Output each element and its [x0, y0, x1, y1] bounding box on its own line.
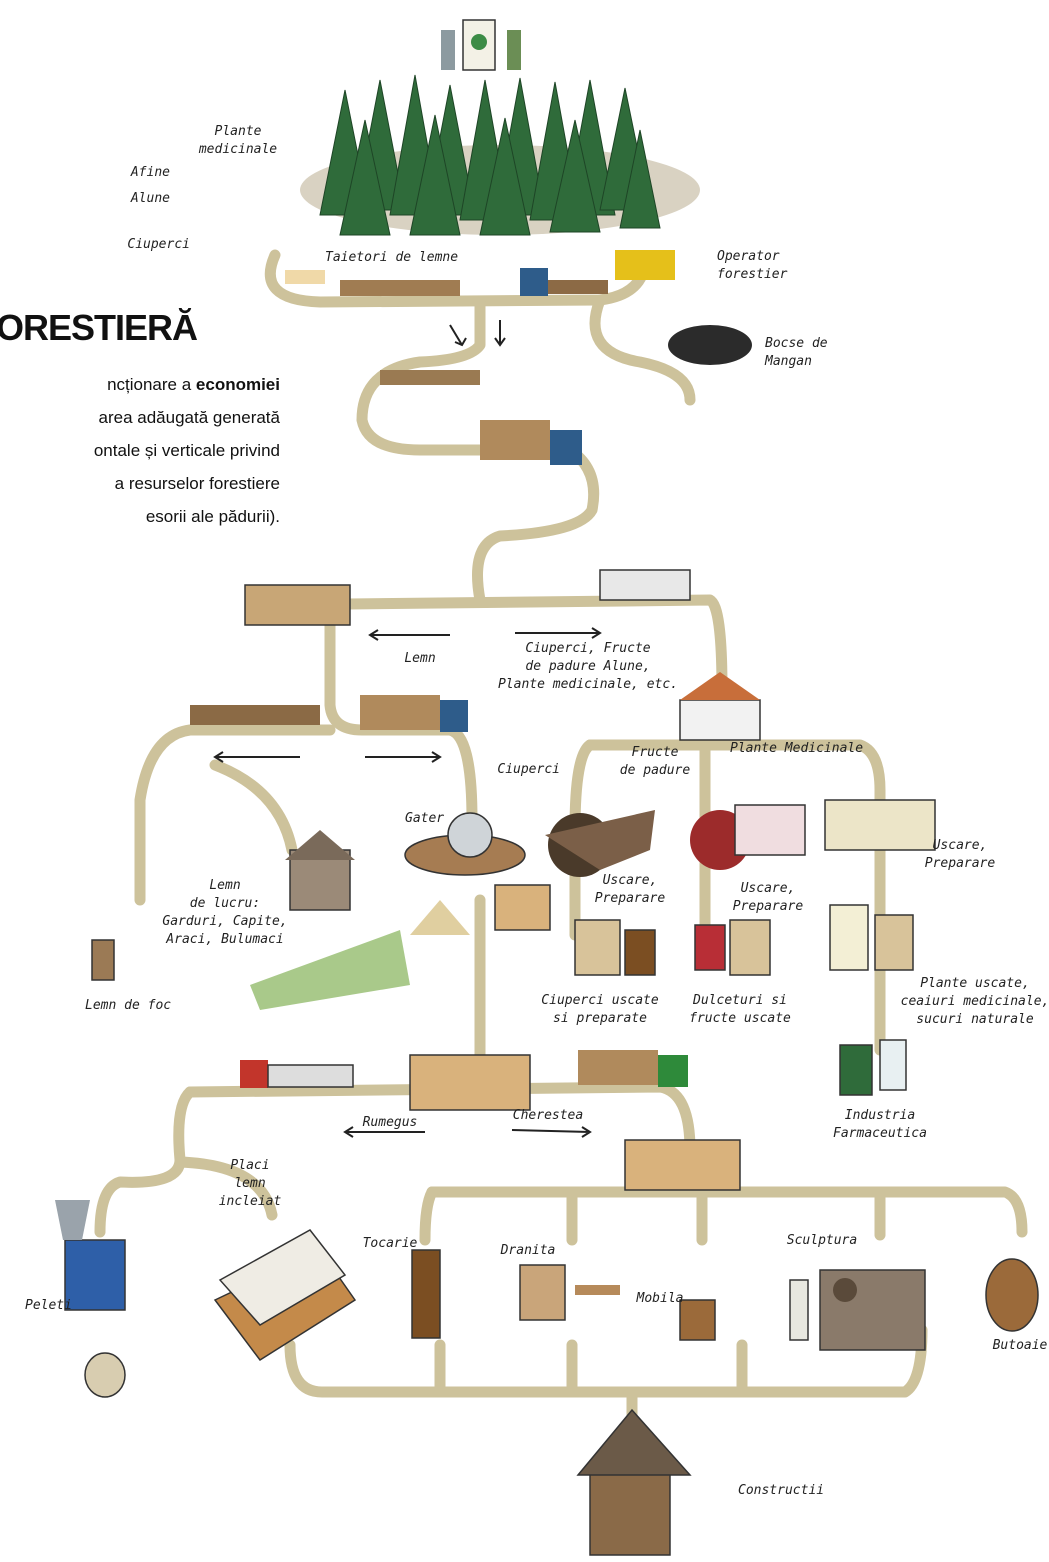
label: incleiat	[219, 1194, 282, 1209]
label: Alune	[130, 191, 170, 206]
intro-text: ncționare a	[107, 375, 196, 394]
label: Lemn	[404, 651, 435, 666]
label: Dulceturi si	[692, 993, 787, 1008]
intro-line: ontale și verticale privind	[94, 441, 280, 460]
label: Afine	[130, 165, 170, 180]
forest	[300, 20, 700, 235]
label: Preparare	[925, 856, 996, 871]
label: Gater	[405, 811, 444, 826]
label: Preparare	[733, 899, 804, 914]
label: Plante uscate,	[920, 976, 1030, 991]
intro-bold: economiei	[196, 375, 280, 394]
label: Plante	[215, 124, 262, 139]
intro-line: a resurselor forestiere	[115, 474, 280, 493]
label: sucuri naturale	[916, 1012, 1034, 1027]
label: Mangan	[764, 354, 812, 369]
title: ORESTIERĂ	[0, 307, 198, 348]
page: {"title": "ORESTIERĂ", "intro": {"first"…	[0, 0, 1049, 1562]
label: Rumegus	[363, 1115, 418, 1130]
label: si preparate	[553, 1011, 647, 1026]
label: lemn	[234, 1176, 265, 1191]
label: fructe uscate	[689, 1011, 791, 1026]
label: Ciuperci, Fructe	[525, 641, 650, 656]
label: Fructe	[632, 745, 679, 760]
label: Farmaceutica	[833, 1126, 927, 1141]
label: de lucru:	[190, 896, 260, 911]
intro: area adăugată generată ontale și vertical…	[94, 408, 281, 526]
label: de padure	[620, 763, 691, 778]
label: Uscare,	[741, 881, 796, 896]
label: Ciuperci uscate	[541, 993, 659, 1008]
label: Dranita	[500, 1243, 556, 1258]
label: Sculptura	[787, 1233, 857, 1248]
label: Lemn de foc	[85, 998, 171, 1013]
label: Araci, Bulumaci	[165, 932, 283, 947]
label: Uscare,	[933, 838, 988, 853]
label: Bocse de	[765, 336, 828, 351]
label: Taietori de lemne	[325, 250, 458, 265]
label: forestier	[717, 267, 788, 282]
diagram: ORESTIERĂ ncționare a economiei area adă…	[0, 0, 1049, 1562]
label: Uscare,	[603, 873, 658, 888]
label: Constructii	[738, 1483, 824, 1498]
label: Tocarie	[363, 1236, 418, 1251]
intro-line: ncționare a economiei	[107, 375, 280, 394]
label: medicinale	[198, 142, 277, 157]
label: ceaiuri medicinale,	[901, 994, 1049, 1009]
label: Plante medicinale, etc.	[498, 677, 678, 692]
label: Operator	[717, 249, 780, 264]
label: Mobila	[636, 1291, 684, 1306]
label: Ciuperci	[497, 762, 560, 777]
label: Ciuperci	[127, 237, 190, 252]
label: Garduri, Capite,	[162, 914, 287, 929]
label: Cherestea	[513, 1108, 583, 1123]
intro-line: area adăugată generată	[99, 408, 281, 427]
label: Butoaie	[993, 1338, 1048, 1353]
label: de padure Alune,	[525, 659, 650, 674]
label: Placi	[230, 1158, 269, 1173]
label: Industria	[845, 1108, 915, 1123]
label: Peleti	[25, 1298, 72, 1313]
label: Plante Medicinale	[730, 741, 863, 756]
intro-line: esorii ale pădurii).	[146, 507, 280, 526]
label: Lemn	[209, 878, 240, 893]
label: Preparare	[595, 891, 666, 906]
